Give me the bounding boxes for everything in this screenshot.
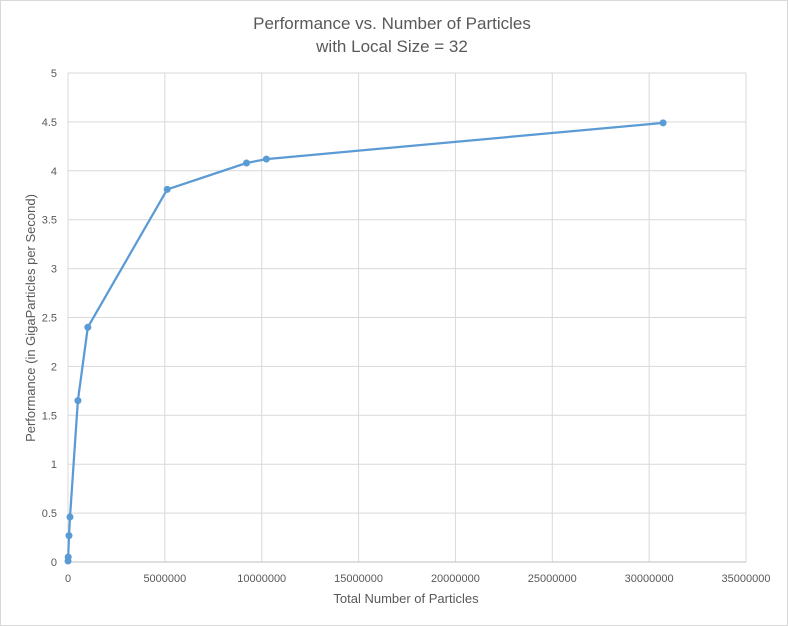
- data-point: [659, 119, 667, 127]
- x-tick-labels: 0 5000000 10000000 15000000 20000000 25000000…: [65, 573, 771, 585]
- x-tick-label: 30000000: [625, 573, 674, 585]
- data-point: [65, 532, 73, 540]
- data-point: [243, 159, 251, 167]
- x-tick-label: 15000000: [334, 573, 383, 585]
- y-tick-label: 1: [51, 459, 57, 471]
- x-axis-label: Total Number of Particles: [333, 591, 479, 606]
- y-tick-label: 4.5: [42, 117, 57, 129]
- series-line: [66, 121, 664, 562]
- y-tick-label: 1.5: [42, 410, 57, 422]
- x-tick-label: 20000000: [431, 573, 480, 585]
- x-tick-label: 5000000: [143, 573, 186, 585]
- x-tick-label: 35000000: [722, 573, 771, 585]
- data-point: [64, 553, 72, 561]
- y-axis-label: Performance (in GigaParticles per Second…: [23, 194, 38, 442]
- gridlines: [67, 72, 747, 562]
- y-tick-label: 2: [51, 361, 57, 373]
- chart-subtitle: with Local Size = 32: [315, 37, 468, 56]
- y-tick-label: 5: [51, 68, 57, 80]
- data-point: [66, 513, 74, 521]
- data-point: [163, 185, 171, 193]
- y-tick-label: 2.5: [42, 313, 57, 325]
- y-tick-labels: 0 0.5 1 1.5 2 2.5 3 3.5 4 4.5 5: [42, 68, 57, 569]
- series-layer: [64, 119, 667, 565]
- x-tick-label: 25000000: [528, 573, 577, 585]
- y-tick-label: 0.5: [42, 508, 57, 520]
- data-point: [74, 397, 82, 405]
- y-tick-label: 3: [51, 264, 57, 276]
- x-tick-label: 10000000: [237, 573, 286, 585]
- y-tick-label: 0: [51, 557, 57, 569]
- data-point: [262, 155, 270, 163]
- data-point: [84, 323, 92, 331]
- y-tick-label: 4: [51, 166, 57, 178]
- y-tick-label: 3.5: [42, 215, 57, 227]
- x-tick-label: 0: [65, 573, 71, 585]
- chart-title: Performance vs. Number of Particles: [253, 14, 531, 33]
